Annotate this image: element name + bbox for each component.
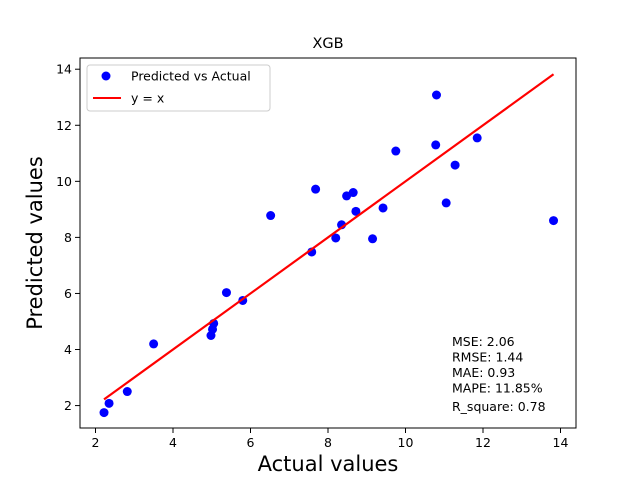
y-axis-label: Predicted values xyxy=(23,156,47,330)
identity-line xyxy=(103,73,555,401)
x-axis-label: Actual values xyxy=(258,452,399,476)
y-tick-label: 4 xyxy=(64,342,72,357)
data-point xyxy=(311,184,321,194)
plot-area xyxy=(99,73,559,418)
metric-rmse: RMSE: 1.44 xyxy=(452,350,523,365)
legend-box xyxy=(86,64,271,112)
data-point xyxy=(441,198,451,208)
x-tick-label: 14 xyxy=(553,435,569,450)
x-tick-label: 6 xyxy=(247,435,255,450)
metric-mape: MAPE: 11.85% xyxy=(452,381,543,396)
data-point xyxy=(266,211,276,221)
chart-title: XGB xyxy=(312,36,343,52)
legend-label-line: y = x xyxy=(131,91,164,106)
legend-label-scatter: Predicted vs Actual xyxy=(131,69,251,84)
data-point xyxy=(549,216,559,226)
data-point xyxy=(221,288,231,298)
data-point xyxy=(368,234,378,244)
y-tick-label: 6 xyxy=(64,286,72,301)
y-tick-label: 14 xyxy=(56,62,72,77)
metrics-annotation: MSE: 2.06 RMSE: 1.44 MAE: 0.93 MAPE: 11.… xyxy=(452,334,546,414)
data-point xyxy=(351,206,361,216)
y-tick-label: 8 xyxy=(64,230,72,245)
data-point xyxy=(104,398,114,408)
y-tick-label: 10 xyxy=(56,174,72,189)
metric-mse: MSE: 2.06 xyxy=(452,334,515,349)
y-tick-label: 2 xyxy=(64,398,72,413)
data-point xyxy=(99,408,109,418)
data-point xyxy=(378,203,388,213)
x-tick-label: 12 xyxy=(475,435,491,450)
legend-marker-scatter xyxy=(101,71,111,81)
metric-r-square: R_square: 0.78 xyxy=(452,399,546,414)
metric-mae: MAE: 0.93 xyxy=(452,365,515,380)
x-tick-label: 2 xyxy=(92,435,100,450)
data-point xyxy=(450,160,460,170)
data-point xyxy=(472,133,482,143)
data-point xyxy=(348,188,358,198)
data-point xyxy=(149,339,159,349)
x-tick-label: 8 xyxy=(324,435,332,450)
y-tick-label: 12 xyxy=(56,118,72,133)
x-tick-label: 10 xyxy=(398,435,414,450)
axis-ticks: 2 4 6 8 10 12 14 2 4 6 8 10 12 14 xyxy=(56,62,568,450)
data-point xyxy=(331,233,341,243)
legend: Predicted vs Actual y = x xyxy=(86,64,271,112)
data-point xyxy=(391,146,401,156)
x-tick-label: 4 xyxy=(169,435,177,450)
data-point xyxy=(122,387,132,397)
data-point xyxy=(431,140,441,150)
data-point xyxy=(432,90,441,100)
